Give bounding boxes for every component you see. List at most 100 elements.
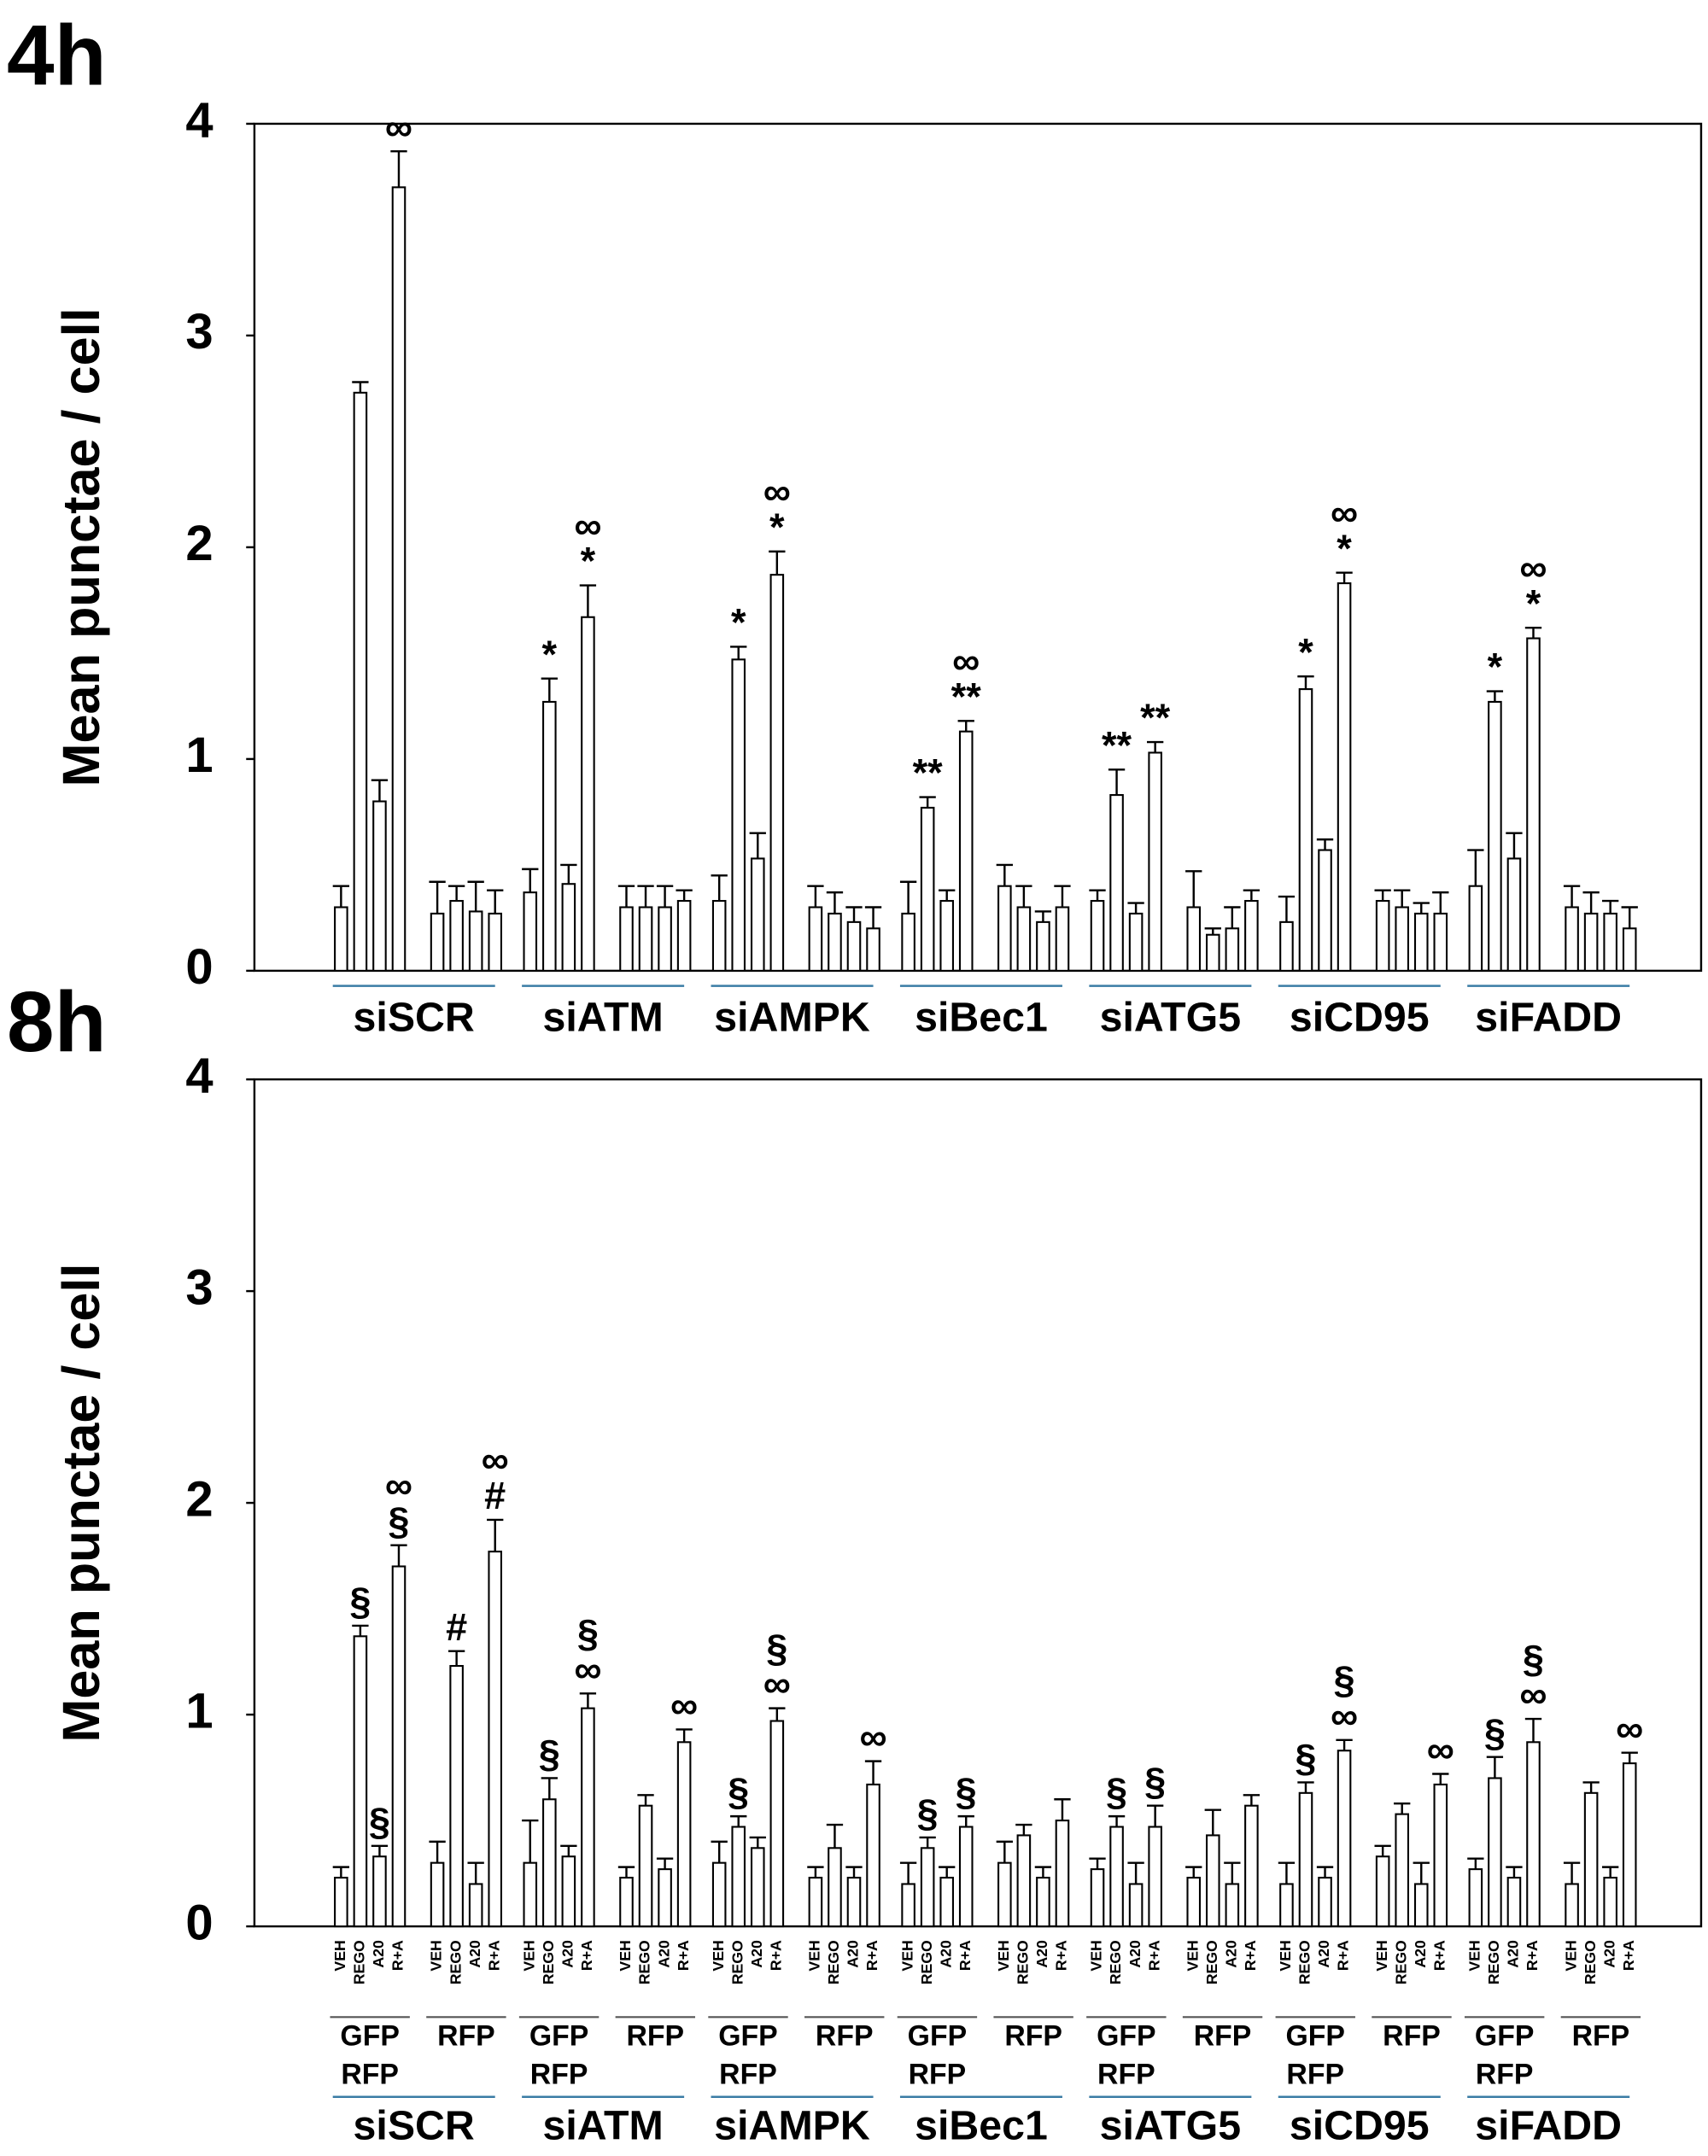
sub-category-label: REGO: [540, 1940, 557, 1984]
channel-label: GFP: [1097, 2019, 1155, 2052]
significance-marker: ∞: [385, 105, 412, 149]
error-bar: [807, 885, 824, 908]
bar: [1225, 1883, 1240, 1928]
bar: [1090, 900, 1105, 972]
error-bar: [390, 149, 407, 188]
significance-marker: §: [917, 1791, 939, 1835]
sub-category-label: R+A: [1620, 1940, 1637, 1971]
error-bar: [845, 1866, 863, 1878]
significance-marker: §: [369, 1800, 390, 1843]
error-bar: [429, 1840, 446, 1863]
bar: [1375, 1855, 1390, 1928]
significance-marker: *: [731, 601, 746, 645]
bar: [901, 912, 915, 972]
sub-category-label: A20: [1600, 1940, 1617, 1968]
error-bar: [429, 880, 446, 914]
error-bar: [1243, 1794, 1261, 1806]
significance-marker: §: [728, 1770, 749, 1814]
bar: [1016, 1834, 1032, 1928]
bar: [731, 1826, 746, 1928]
sub-category-label: REGO: [728, 1940, 746, 1984]
sub-category-label: R+A: [1053, 1940, 1070, 1971]
bar: [750, 857, 765, 972]
significance-marker: ∞: [574, 1647, 601, 1691]
bar: [1488, 700, 1502, 972]
error-bar: [1563, 1861, 1581, 1884]
sub-category-label: A20: [1126, 1940, 1144, 1968]
bar: [1036, 1876, 1050, 1928]
bar: [1395, 1813, 1409, 1928]
bar: [561, 883, 576, 972]
error-bar: [899, 1861, 917, 1884]
sub-category-label: REGO: [1203, 1940, 1220, 1984]
sub-category-label: R+A: [863, 1940, 880, 1971]
error-bar: [1316, 838, 1334, 850]
bar: [828, 912, 842, 972]
significance-marker: **: [913, 751, 944, 795]
bar: [1603, 1876, 1617, 1928]
error-bar: [1297, 1781, 1314, 1793]
error-bar: [656, 1857, 674, 1870]
bar: [619, 1876, 634, 1928]
group-label: siATG5: [1100, 2103, 1242, 2149]
channel-label: RFP: [1194, 2019, 1252, 2052]
significance-marker: §: [956, 1770, 977, 1814]
bar: [1186, 1876, 1202, 1928]
group-label: siSCR: [354, 995, 475, 1041]
error-bar: [1297, 675, 1314, 690]
significance-marker: §: [1334, 1658, 1355, 1702]
error-bar: [769, 550, 786, 576]
y-tick-label: 2: [185, 517, 213, 571]
sub-category-label: REGO: [636, 1940, 653, 1984]
error-bar: [1204, 1808, 1221, 1836]
significance-marker: *: [1488, 646, 1503, 689]
sub-category-label: R+A: [1335, 1940, 1352, 1971]
error-bar: [467, 1861, 484, 1884]
y-tick-label: 2: [185, 1472, 213, 1527]
error-bar: [730, 1814, 747, 1827]
error-bar: [807, 1866, 824, 1878]
bar: [1468, 1868, 1483, 1928]
error-bar: [1374, 889, 1391, 902]
bar: [1148, 1826, 1162, 1928]
group-label: siAMPK: [714, 2103, 870, 2149]
bar: [1506, 857, 1522, 972]
bar: [581, 1707, 595, 1928]
significance-marker: ∞: [1331, 1694, 1358, 1738]
error-bar: [1034, 910, 1052, 922]
error-bar: [845, 906, 863, 922]
bar: [1565, 906, 1579, 972]
bar: [561, 1855, 576, 1928]
sub-category-label: A20: [370, 1940, 387, 1968]
dual-channel-label: RFP: [341, 2059, 399, 2091]
bar: [523, 1861, 538, 1928]
panel-label: 8h: [7, 975, 106, 1070]
error-bar: [617, 1866, 635, 1878]
bar: [1109, 794, 1124, 972]
error-bar: [1467, 1857, 1484, 1870]
significance-marker: §: [1106, 1770, 1127, 1814]
error-bar: [579, 1692, 597, 1709]
bar: [1279, 1883, 1294, 1928]
error-bar: [1394, 1803, 1411, 1814]
sub-category-label: REGO: [825, 1940, 842, 1984]
dual-channel-label: RFP: [719, 2059, 777, 2091]
error-bar: [1432, 891, 1449, 914]
plot-frame: [253, 1078, 1703, 1928]
bar: [488, 912, 503, 972]
error-bar: [919, 1836, 936, 1849]
error-bar: [1506, 1866, 1523, 1878]
bar: [334, 906, 348, 972]
error-bar: [1015, 885, 1032, 908]
sub-category-label: REGO: [351, 1940, 368, 1984]
error-bar: [957, 1814, 974, 1827]
error-bar: [371, 1844, 389, 1857]
error-bar: [447, 1650, 465, 1667]
channel-label: RFP: [816, 2019, 874, 2052]
y-axis-label: Mean punctae / cell: [52, 1264, 110, 1743]
error-bar: [939, 1866, 956, 1878]
bar: [430, 1861, 445, 1928]
bar: [676, 900, 692, 972]
error-bar: [1243, 889, 1261, 902]
error-bar: [371, 779, 389, 802]
